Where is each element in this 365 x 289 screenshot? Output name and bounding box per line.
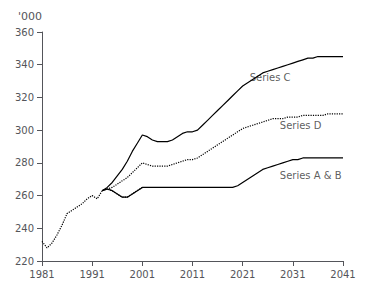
- svg-text:'000: '000: [18, 10, 42, 23]
- svg-text:1981: 1981: [29, 269, 54, 280]
- svg-text:280: 280: [15, 157, 34, 168]
- svg-text:2011: 2011: [180, 269, 205, 280]
- svg-text:340: 340: [15, 59, 34, 70]
- svg-text:Series D: Series D: [280, 120, 322, 131]
- svg-text:2031: 2031: [280, 269, 305, 280]
- svg-text:240: 240: [15, 223, 34, 234]
- svg-text:Series A & B: Series A & B: [280, 170, 342, 181]
- svg-text:320: 320: [15, 92, 34, 103]
- svg-text:2001: 2001: [130, 269, 155, 280]
- svg-text:Series C: Series C: [249, 72, 291, 84]
- svg-text:360: 360: [15, 27, 34, 38]
- svg-text:220: 220: [15, 256, 34, 267]
- svg-text:2021: 2021: [230, 269, 255, 280]
- svg-text:300: 300: [15, 125, 34, 136]
- svg-text:260: 260: [15, 190, 34, 201]
- svg-text:2041: 2041: [330, 269, 355, 280]
- svg-text:1991: 1991: [79, 269, 104, 280]
